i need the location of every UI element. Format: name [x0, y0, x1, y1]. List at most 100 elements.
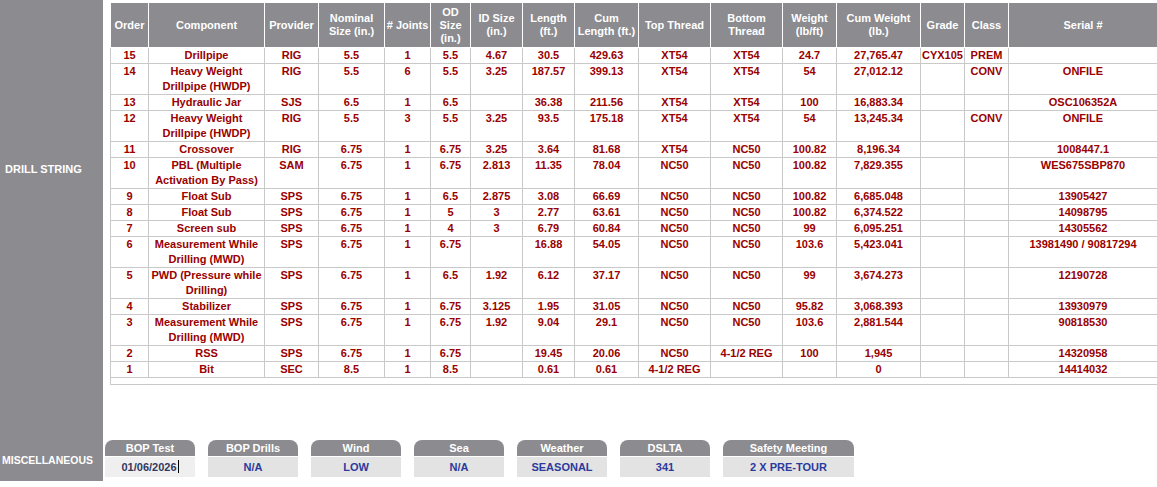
table-cell: 6.79	[523, 221, 575, 237]
table-cell: 6.5	[319, 95, 385, 111]
table-cell	[965, 142, 1009, 158]
table-cell	[965, 95, 1009, 111]
misc-field-label: BOP Test	[105, 440, 195, 456]
table-cell: 37.17	[575, 268, 639, 299]
table-cell: 66.69	[575, 189, 639, 205]
table-cell: NC50	[639, 268, 711, 299]
table-cell: 0	[837, 362, 921, 378]
table-cell: NC50	[639, 189, 711, 205]
table-cell: 13	[111, 95, 149, 111]
misc-field: BOP Drills N/A	[208, 440, 298, 477]
table-cell: 63.61	[575, 205, 639, 221]
table-cell: 3,674.273	[837, 268, 921, 299]
table-cell: 5.5	[319, 64, 385, 95]
table-cell: 1.95	[523, 299, 575, 315]
drill-string-body: 15DrillpipeRIG5.515.54.6730.5429.63XT54X…	[111, 48, 1157, 385]
table-cell: Heavy Weight Drillpipe (HWDP)	[149, 111, 265, 142]
table-cell: NC50	[639, 221, 711, 237]
table-cell: 1.92	[471, 315, 523, 346]
misc-field-label: DSLTA	[620, 440, 710, 456]
table-cell: 6.75	[319, 315, 385, 346]
misc-field-input[interactable]: 01/06/2026	[105, 457, 195, 477]
table-cell: SPS	[265, 346, 319, 362]
table-cell: 12	[111, 111, 149, 142]
table-cell	[965, 315, 1009, 346]
table-cell: 3.64	[523, 142, 575, 158]
table-cell: 6.75	[431, 346, 471, 362]
table-cell: XT54	[639, 64, 711, 95]
table-cell: 3.125	[471, 299, 523, 315]
table-cell: 8.5	[431, 362, 471, 378]
table-cell: 5.5	[319, 111, 385, 142]
misc-field-input[interactable]: LOW	[311, 457, 401, 477]
table-cell: 4-1/2 REG	[639, 362, 711, 378]
table-cell: 30.5	[523, 48, 575, 64]
table-row: 10PBL (Multiple Activation By Pass)SAM6.…	[111, 158, 1157, 189]
table-cell: 6.12	[523, 268, 575, 299]
table-cell: Bit	[149, 362, 265, 378]
table-cell	[921, 237, 965, 268]
table-cell: Hydraulic Jar	[149, 95, 265, 111]
table-cell: 13981490 / 90817294	[1009, 237, 1157, 268]
table-cell: 4	[431, 221, 471, 237]
column-header: OD Size (in.)	[431, 3, 471, 48]
misc-field-input[interactable]: N/A	[414, 457, 504, 477]
table-cell: 6,374.522	[837, 205, 921, 221]
table-cell	[921, 189, 965, 205]
table-cell: 5.5	[431, 48, 471, 64]
table-cell: XT54	[639, 95, 711, 111]
misc-field-input[interactable]: N/A	[208, 457, 298, 477]
table-cell: NC50	[639, 346, 711, 362]
table-cell: NC50	[639, 158, 711, 189]
drill-string-table: OrderComponentProviderNominal Size (in.)…	[110, 2, 1157, 385]
table-cell: Drillpipe	[149, 48, 265, 64]
table-cell: Stabilizer	[149, 299, 265, 315]
table-cell: 6.75	[431, 142, 471, 158]
table-cell: 13930979	[1009, 299, 1157, 315]
column-header: Weight (lb/ft)	[783, 3, 837, 48]
table-cell: Screen sub	[149, 221, 265, 237]
column-header: Length (ft.)	[523, 3, 575, 48]
table-cell	[471, 346, 523, 362]
table-cell: SPS	[265, 221, 319, 237]
column-header: Cum Weight (lb.)	[837, 3, 921, 48]
table-cell: 81.68	[575, 142, 639, 158]
table-row: 14Heavy Weight Drillpipe (HWDP)RIG5.565.…	[111, 64, 1157, 95]
table-cell: 3	[471, 221, 523, 237]
table-cell: 14414032	[1009, 362, 1157, 378]
table-cell: NC50	[711, 268, 783, 299]
table-cell: 24.7	[783, 48, 837, 64]
table-cell	[921, 95, 965, 111]
table-cell: 6	[385, 64, 431, 95]
misc-field-label: Safety Meeting	[723, 440, 854, 456]
misc-field-label: Sea	[414, 440, 504, 456]
table-cell: 99	[783, 221, 837, 237]
table-cell	[921, 221, 965, 237]
misc-field-input[interactable]: 2 X PRE-TOUR	[723, 457, 854, 477]
table-cell: 6.75	[431, 237, 471, 268]
table-cell: 3	[385, 111, 431, 142]
misc-field-input[interactable]: SEASONAL	[517, 457, 607, 477]
table-cell: 2.813	[471, 158, 523, 189]
misc-field-input[interactable]: 341	[620, 457, 710, 477]
table-cell: ONFILE	[1009, 111, 1157, 142]
table-row: 9Float SubSPS6.7516.52.8753.0866.69NC50N…	[111, 189, 1157, 205]
table-cell: 6.75	[319, 221, 385, 237]
table-cell: 8,196.34	[837, 142, 921, 158]
table-cell: SPS	[265, 299, 319, 315]
table-cell: Crossover	[149, 142, 265, 158]
table-cell: 7	[111, 221, 149, 237]
table-cell: XT54	[711, 64, 783, 95]
column-header: Top Thread	[639, 3, 711, 48]
table-cell: 5.5	[431, 64, 471, 95]
misc-field: Safety Meeting 2 X PRE-TOUR	[723, 440, 854, 477]
table-cell: 29.1	[575, 315, 639, 346]
table-cell: Measurement While Drilling (MWD)	[149, 237, 265, 268]
table-cell: 19.45	[523, 346, 575, 362]
table-cell: RIG	[265, 111, 319, 142]
table-cell: 5,423.041	[837, 237, 921, 268]
table-cell: Measurement While Drilling (MWD)	[149, 315, 265, 346]
column-header: # Joints	[385, 3, 431, 48]
column-header: Provider	[265, 3, 319, 48]
table-cell: SAM	[265, 158, 319, 189]
